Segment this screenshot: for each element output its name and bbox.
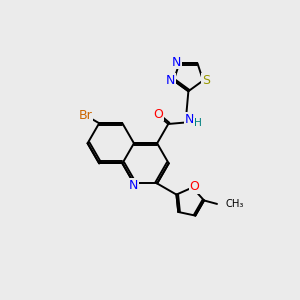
- Text: S: S: [202, 74, 210, 87]
- Text: O: O: [153, 108, 163, 121]
- Text: N: N: [166, 74, 175, 87]
- Text: H: H: [194, 118, 201, 128]
- Text: N: N: [129, 179, 138, 192]
- Text: N: N: [184, 113, 194, 126]
- Text: Br: Br: [79, 109, 92, 122]
- Text: N: N: [172, 56, 181, 69]
- Text: CH₃: CH₃: [225, 199, 244, 209]
- Text: O: O: [189, 180, 199, 194]
